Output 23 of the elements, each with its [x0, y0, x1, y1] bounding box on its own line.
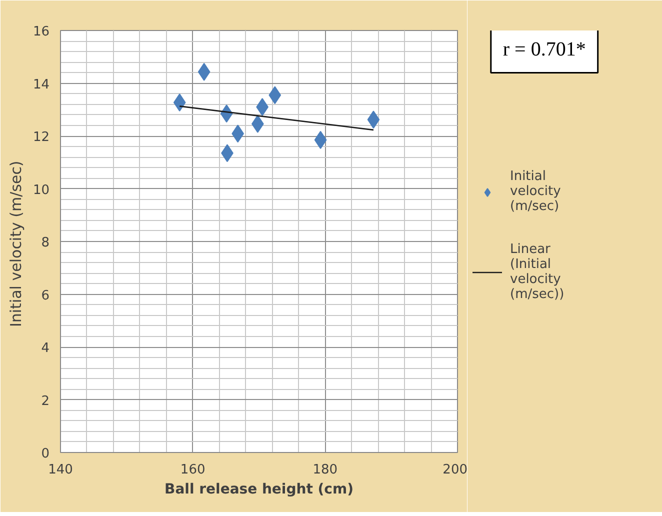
x-tick-label: 200 [442, 462, 468, 478]
text: r = 0.701* [502, 38, 586, 61]
point [198, 62, 210, 81]
y-tick-label: 8 [41, 236, 50, 250]
legend-label: Linear (Initial velocity (m/sec)) [510, 242, 564, 302]
point [173, 94, 186, 112]
point [367, 110, 380, 129]
x-tick-label: 140 [48, 462, 73, 478]
y-tick-label: 2 [41, 394, 50, 409]
x-tick-label: 160 [180, 462, 206, 478]
point [268, 86, 282, 104]
y-tick-label: 16 [32, 24, 50, 40]
y-tick-label: 12 [32, 130, 50, 145]
y-tick-label: 4 [41, 341, 50, 356]
y-tick-label: 10 [32, 182, 50, 198]
point [314, 130, 327, 149]
y-tick-label: 14 [32, 77, 50, 92]
y-axis-title: Initial velocity (m/sec) [6, 160, 25, 328]
x-axis-title: Ball release height (cm) [164, 482, 354, 498]
y-tick-label: 0 [41, 446, 50, 462]
y-tick-label: 6 [41, 288, 50, 304]
legend-label: Initial velocity (m/sec) [510, 169, 561, 214]
x-tick-label: 180 [312, 462, 338, 478]
